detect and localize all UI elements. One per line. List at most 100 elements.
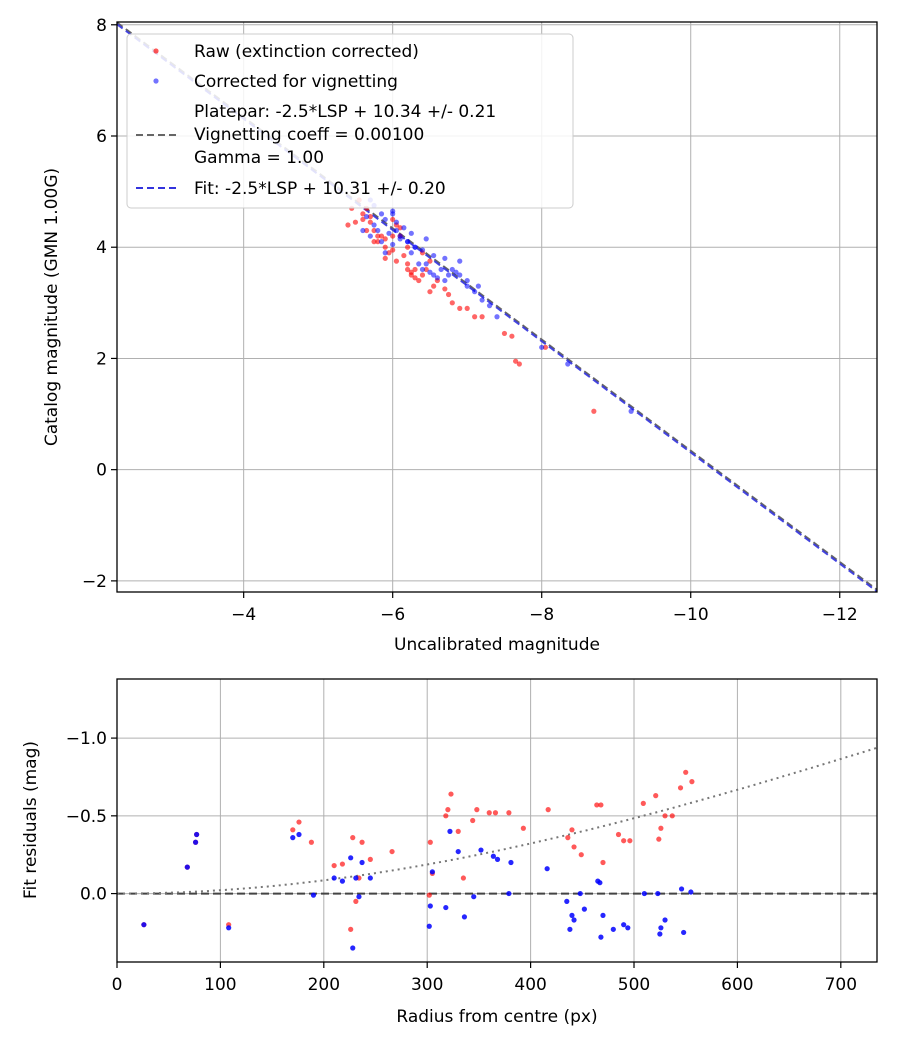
corrected-point [427,269,433,275]
corrected-point [479,297,485,303]
residual-raw-point [658,825,664,831]
corrected-point [431,272,437,278]
raw-point [371,227,377,234]
corrected-point [434,275,440,281]
residual-corrected-point [339,878,346,884]
residual-corrected-point [655,890,661,897]
raw-point [360,211,366,217]
bottom-y-tick-label: 0.0 [80,885,107,905]
residual-corrected-point [564,898,570,904]
residual-raw-point [615,831,622,838]
residual-corrected-point [348,855,354,861]
residual-corrected-point [610,926,616,932]
residual-corrected-point [641,890,647,897]
raw-point [516,361,522,367]
residual-corrected-point [471,894,477,900]
corrected-point [565,361,571,367]
residual-raw-point [545,807,551,813]
corrected-point [408,230,414,236]
raw-point [360,216,366,223]
residual-raw-point [445,807,451,813]
top-y-tick-label: −2 [82,572,107,592]
residual-corrected-point [598,934,604,940]
corrected-point [364,214,370,220]
residual-raw-point [455,828,461,834]
raw-point [431,283,437,289]
residual-corrected-point [569,912,575,918]
residual-corrected-point [296,831,302,838]
bottom-y-axis-label: Fit residuals (mag) [21,741,41,899]
residual-raw-point [339,861,346,867]
corrected-point [371,222,377,228]
raw-point [509,333,515,339]
corrected-point [442,255,448,261]
raw-point [445,291,452,298]
raw-point [591,408,597,414]
raw-point [412,266,418,273]
residual-corrected-point [657,931,663,937]
raw-point [352,219,359,225]
corrected-point [378,239,385,245]
bottom-x-tick-label: 400 [514,975,546,995]
top-plot-frame [116,21,878,593]
residual-raw-point [520,825,526,831]
top-y-tick-label: 0 [96,461,107,481]
corrected-point [472,289,478,295]
bottom-y-tick-label: −1.0 [66,729,107,749]
raw-point [479,314,485,320]
top-x-tick-label: −8 [529,605,554,625]
residual-corrected-point [226,925,232,931]
corrected-point [449,266,455,273]
residual-raw-point [350,835,356,841]
residual-raw-point [448,791,454,797]
corrected-point [393,219,400,225]
raw-point [427,289,433,295]
residual-corrected-point [194,831,200,838]
bottom-x-tick-label: 600 [721,975,753,995]
residual-corrected-point [662,917,668,923]
raw-points [345,197,597,414]
corrected-point [457,258,463,264]
top-x-tick-label: −12 [822,605,858,625]
residual-corrected-point [490,853,496,859]
top-y-axis-label: Catalog magnitude (GMN 1.00G) [42,168,62,446]
top-y-ticks: −2 0 2 4 6 8 [82,16,117,592]
corrected-point [412,244,418,250]
residual-raw-point [640,800,646,806]
top-x-tick-label: −10 [673,605,709,625]
corrected-point [464,283,470,289]
corrected-point [367,233,373,239]
raw-point [364,227,370,234]
residual-corrected-point [681,929,687,936]
raw-point [397,225,403,231]
bottom-x-ticks: 0 100 200 300 400 500 600 700 [112,962,857,995]
corrected-point [419,247,426,253]
vignetting-model-curve [117,746,877,895]
residual-corrected-point [544,866,550,872]
residual-corrected-point [577,890,583,897]
corrected-point [378,211,385,217]
residual-raw-point [474,807,480,813]
residual-corrected-point [581,906,587,912]
corrected-point [431,252,437,259]
residual-corrected-point [600,912,606,918]
corrected-point [393,227,400,234]
residual-raw-point [331,862,337,869]
corrected-point [408,250,414,256]
residual-raw-point [677,785,684,791]
raw-point [423,266,429,273]
residual-raw-point [296,819,302,825]
residual-raw-point [578,852,584,858]
raw-point [375,239,381,245]
residual-corrected-point [658,925,664,931]
raw-point [404,266,411,273]
bottom-x-tick-label: 300 [411,975,443,995]
residual-raw-point [486,810,492,816]
residual-raw-point [443,813,449,819]
residual-raw-point [627,838,633,844]
bottom-x-tick-label: 700 [825,975,857,995]
residual-corrected-point [447,828,453,834]
raw-point [513,358,519,364]
raw-point [382,255,388,261]
